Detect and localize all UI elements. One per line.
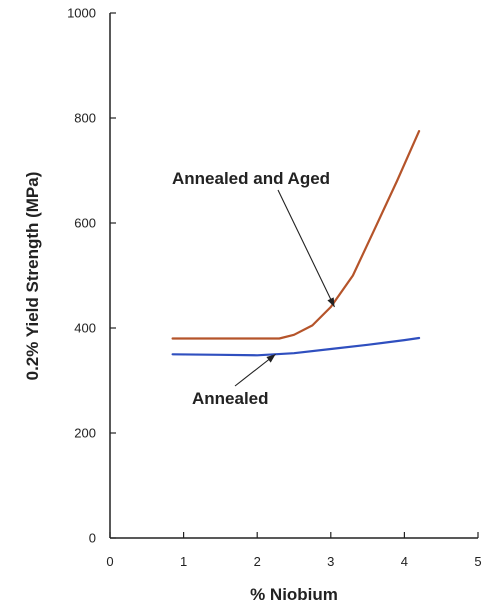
x-ticks: 0 1 2 3 4 5 <box>106 532 482 569</box>
y-tick-label: 400 <box>74 321 96 336</box>
x-tick-label: 3 <box>327 554 334 569</box>
annotation-label: Annealed <box>192 389 269 408</box>
y-tick-label: 200 <box>74 426 96 441</box>
series-layer <box>171 130 421 357</box>
y-tick-label: 800 <box>74 111 96 126</box>
y-tick-label: 600 <box>74 216 96 231</box>
annotation-layer: Annealed and Aged Annealed <box>172 169 335 408</box>
x-tick-label: 4 <box>401 554 408 569</box>
series-line-annealed <box>171 336 421 357</box>
x-axis-title: % Niobium <box>250 585 338 604</box>
y-ticks: 0 200 400 600 800 1000 <box>67 6 116 546</box>
series-line-annealed-and-aged <box>171 130 421 340</box>
y-tick-label: 1000 <box>67 6 96 21</box>
annotation-arrowhead <box>266 354 276 363</box>
x-tick-label: 2 <box>254 554 261 569</box>
annotation-arrowhead <box>327 297 335 307</box>
annotation-arrow-line <box>277 189 335 308</box>
annotation-label: Annealed and Aged <box>172 169 330 188</box>
axes <box>109 13 478 539</box>
x-tick-label: 5 <box>474 554 481 569</box>
y-axis-title: 0.2% Yield Strength (MPa) <box>23 172 42 381</box>
x-tick-label: 1 <box>180 554 187 569</box>
y-tick-label: 0 <box>89 531 96 546</box>
x-tick-label: 0 <box>106 554 113 569</box>
